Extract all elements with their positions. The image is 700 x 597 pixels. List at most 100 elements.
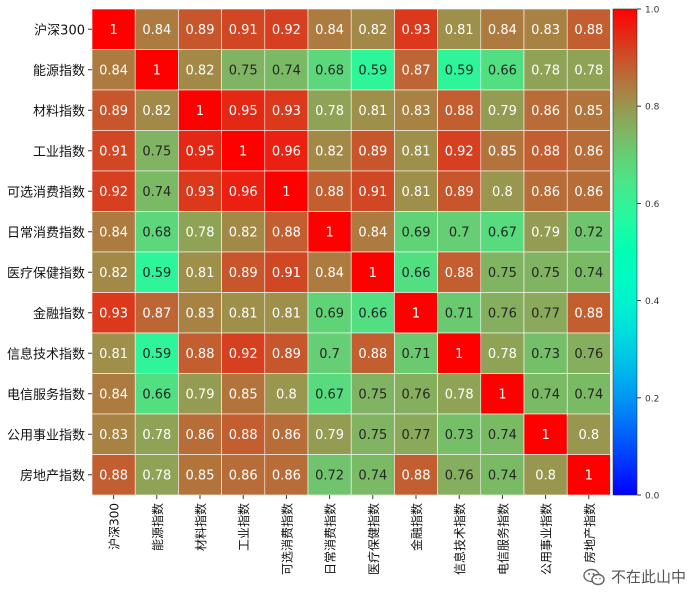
heatmap-cell bbox=[480, 413, 525, 455]
y-tick-label: 沪深300 bbox=[34, 22, 85, 38]
heatmap-cell bbox=[394, 49, 438, 91]
cell-label: 0.84 bbox=[315, 266, 344, 281]
cell-label: 0.84 bbox=[99, 63, 128, 78]
heatmap-cell bbox=[350, 373, 395, 415]
cell-label: 1 bbox=[369, 266, 377, 281]
cell-label: 0.72 bbox=[315, 468, 344, 483]
x-tick-label: 医疗保健指数 bbox=[366, 503, 381, 575]
heatmap-cell bbox=[178, 251, 222, 293]
cell-label: 0.91 bbox=[358, 185, 387, 200]
cell-label: 0.73 bbox=[445, 428, 474, 443]
cell-label: 0.81 bbox=[272, 306, 301, 321]
heatmap-cell bbox=[91, 130, 136, 172]
cell-label: 0.92 bbox=[272, 23, 301, 38]
heatmap-cell bbox=[394, 413, 438, 455]
cell-label: 0.81 bbox=[358, 104, 387, 119]
cell-label: 1 bbox=[239, 144, 247, 159]
y-tick-label: 工业指数 bbox=[33, 145, 85, 160]
heatmap-cell bbox=[437, 251, 482, 293]
cell-label: 0.91 bbox=[99, 144, 128, 159]
cell-label: 0.84 bbox=[99, 387, 128, 402]
cell-label: 0.75 bbox=[358, 428, 387, 443]
cell-label: 0.86 bbox=[531, 185, 560, 200]
cell-label: 0.88 bbox=[445, 104, 474, 119]
cell-label: 0.81 bbox=[99, 347, 128, 362]
cell-label: 0.88 bbox=[229, 428, 258, 443]
cell-label: 0.8 bbox=[492, 185, 513, 200]
cell-label: 0.84 bbox=[99, 225, 128, 240]
y-tick-label: 信息技术指数 bbox=[7, 346, 85, 362]
cell-label: 0.74 bbox=[488, 468, 517, 483]
wechat-icon bbox=[583, 568, 605, 585]
x-tick-label: 日常消费指数 bbox=[323, 503, 338, 575]
heatmap-cell bbox=[307, 251, 352, 293]
cell-label: 0.76 bbox=[574, 347, 603, 362]
y-tick-label: 能源指数 bbox=[33, 64, 85, 79]
cell-label: 0.59 bbox=[445, 63, 474, 78]
heatmap-cell bbox=[221, 211, 266, 253]
cell-label: 0.89 bbox=[358, 144, 387, 159]
heatmap-cell bbox=[480, 49, 525, 91]
heatmap-cell bbox=[134, 251, 179, 293]
heatmap-cell bbox=[178, 454, 222, 496]
heatmap-cell bbox=[350, 413, 395, 455]
heatmap-cell bbox=[178, 292, 222, 334]
cell-label: 0.76 bbox=[402, 387, 431, 402]
cell-label: 0.82 bbox=[99, 266, 128, 281]
heatmap-cell bbox=[91, 292, 136, 334]
cell-label: 0.81 bbox=[186, 266, 215, 281]
heatmap-cell bbox=[264, 292, 309, 334]
cell-label: 0.75 bbox=[358, 387, 387, 402]
watermark: 不在此山中 bbox=[583, 566, 686, 587]
heatmap-cell bbox=[264, 251, 309, 293]
cell-label: 0.78 bbox=[186, 225, 215, 240]
cell-label: 0.81 bbox=[402, 144, 431, 159]
heatmap-cell bbox=[523, 170, 568, 212]
cell-label: 1 bbox=[455, 347, 463, 362]
cell-label: 0.95 bbox=[229, 104, 258, 119]
cell-label: 0.74 bbox=[574, 387, 603, 402]
cell-label: 0.76 bbox=[445, 468, 474, 483]
cell-label: 0.77 bbox=[402, 428, 431, 443]
heatmap-cell bbox=[134, 8, 179, 50]
heatmap-cell bbox=[566, 89, 611, 131]
heatmap-cell bbox=[178, 8, 222, 50]
heatmap-cell bbox=[307, 454, 352, 496]
cell-label: 0.78 bbox=[142, 428, 171, 443]
cell-label: 0.86 bbox=[574, 185, 603, 200]
cell-label: 0.74 bbox=[272, 63, 301, 78]
cell-label: 0.83 bbox=[531, 23, 560, 38]
colorbar bbox=[612, 8, 638, 496]
heatmap-cell bbox=[350, 211, 395, 253]
heatmap-cell bbox=[134, 170, 179, 212]
heatmap-cell bbox=[480, 211, 525, 253]
cell-label: 0.85 bbox=[488, 144, 517, 159]
heatmap-cell bbox=[566, 49, 611, 91]
cell-label: 0.85 bbox=[574, 104, 603, 119]
heatmap-cell bbox=[178, 170, 222, 212]
heatmap-cell bbox=[134, 49, 179, 91]
cell-label: 0.7 bbox=[319, 347, 340, 362]
cell-label: 0.93 bbox=[186, 185, 215, 200]
y-tick-label: 公用事业指数 bbox=[7, 428, 85, 443]
cell-label: 0.93 bbox=[272, 104, 301, 119]
heatmap-cell bbox=[221, 89, 266, 131]
cell-label: 0.91 bbox=[229, 23, 258, 38]
heatmap-cell bbox=[437, 413, 482, 455]
cell-label: 0.74 bbox=[142, 185, 171, 200]
x-tick-label: 可选消费指数 bbox=[279, 503, 294, 575]
cell-label: 0.83 bbox=[186, 306, 215, 321]
cell-label: 0.67 bbox=[488, 225, 517, 240]
cell-label: 0.89 bbox=[186, 23, 215, 38]
heatmap-cell bbox=[566, 454, 611, 496]
cell-label: 0.81 bbox=[402, 185, 431, 200]
heatmap-cell bbox=[307, 170, 352, 212]
heatmap-cell bbox=[91, 413, 136, 455]
y-tick-label: 金融指数 bbox=[33, 306, 85, 322]
cell-label: 0.86 bbox=[272, 428, 301, 443]
colorbar-tick-label: 1.0 bbox=[645, 6, 660, 16]
cell-label: 0.96 bbox=[229, 185, 258, 200]
cell-label: 0.74 bbox=[574, 266, 603, 281]
cell-label: 0.93 bbox=[99, 306, 128, 321]
cell-label: 0.72 bbox=[574, 225, 603, 240]
